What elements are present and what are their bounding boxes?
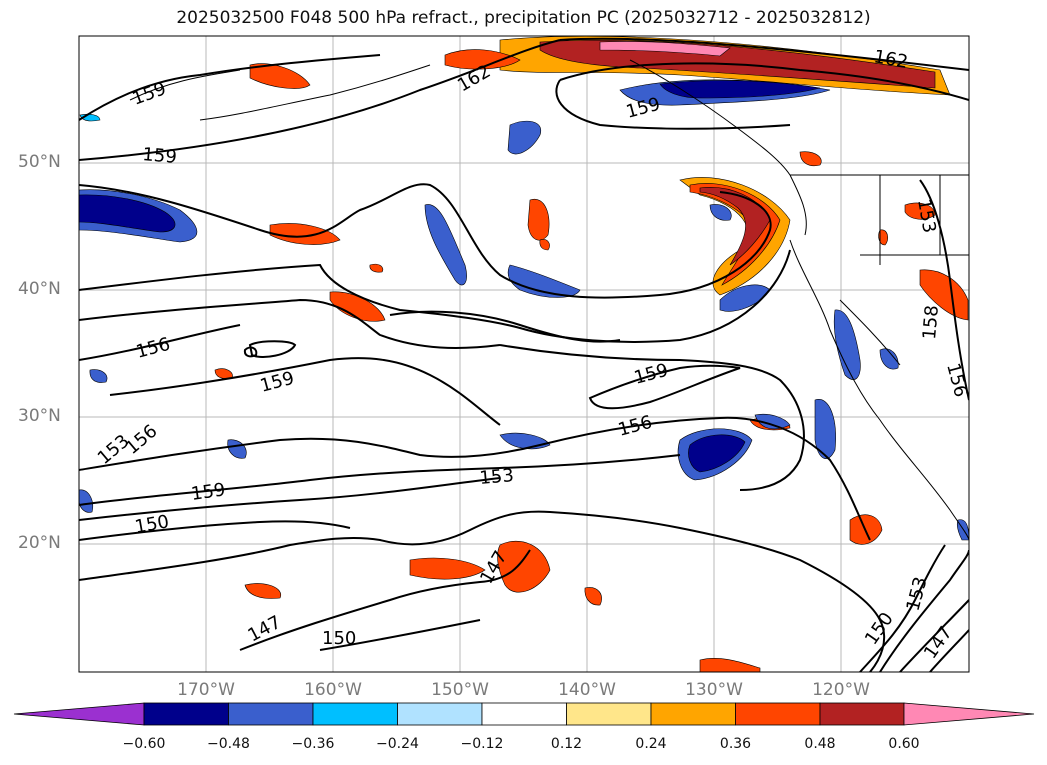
lon-label-120w: 120°W — [812, 680, 870, 700]
precip-negative — [79, 79, 969, 541]
contour-label: 159 — [130, 78, 169, 109]
colorbar — [13, 702, 1035, 726]
contour-label: 158 — [919, 304, 943, 340]
colorbar-tick: −0.24 — [376, 736, 419, 752]
contour-label: 153 — [913, 197, 940, 234]
colorbar-swatch — [143, 702, 229, 726]
figure-title: 2025032500 F048 500 hPa refract., precip… — [176, 8, 871, 28]
colorbar-swatch — [312, 702, 398, 726]
lon-label-150w: 150°W — [431, 680, 489, 700]
contour-label: 153 — [479, 465, 515, 489]
lat-label-40n: 40°N — [18, 279, 61, 299]
colorbar-tick: −0.36 — [291, 736, 335, 752]
colorbar-tick: −0.48 — [207, 736, 250, 752]
colorbar-swatch — [819, 702, 905, 726]
lat-label-20n: 20°N — [18, 533, 61, 553]
map-frame — [78, 35, 970, 673]
lon-label-170w: 170°W — [177, 680, 235, 700]
colorbar-swatch — [650, 702, 736, 726]
contour-label: 159 — [142, 144, 178, 168]
contour-label: 150 — [322, 628, 356, 649]
colorbar-swatch — [228, 702, 314, 726]
lat-label-30n: 30°N — [18, 406, 61, 426]
contour-label: 150 — [133, 511, 170, 538]
coastlines — [129, 59, 969, 541]
lon-label-140w: 140°W — [558, 680, 616, 700]
colorbar-extend-high — [903, 702, 1035, 726]
contour-label: 159 — [632, 360, 671, 389]
refractivity-contours — [79, 37, 969, 672]
lon-label-160w: 160°W — [304, 680, 362, 700]
colorbar-tick: 0.36 — [719, 736, 752, 752]
lat-label-50n: 50°N — [18, 152, 61, 172]
lon-label-130w: 130°W — [685, 680, 743, 700]
contour-label: 156 — [134, 334, 173, 363]
map-content — [79, 36, 969, 672]
contour-label: 156 — [122, 421, 162, 459]
contour-label: 147 — [920, 623, 957, 663]
colorbar-tick: 0.12 — [550, 736, 583, 752]
colorbar-tick: 0.48 — [804, 736, 836, 752]
colorbar-tick: −0.60 — [122, 736, 166, 752]
colorbar-swatch — [566, 702, 652, 726]
contour-label: 156 — [942, 361, 971, 400]
contour-label: 159 — [190, 479, 227, 505]
colorbar-extend-low — [13, 702, 145, 726]
colorbar-swatch — [735, 702, 821, 726]
colorbar-tick: −0.12 — [460, 736, 504, 752]
colorbar-tick: 0.24 — [635, 736, 667, 752]
contour-label: 150 — [861, 609, 898, 649]
colorbar-tick: 0.60 — [888, 736, 920, 752]
colorbar-swatch — [397, 702, 483, 726]
colorbar-swatch — [481, 702, 567, 726]
contour-label: 156 — [616, 412, 655, 441]
contour-label: 159 — [624, 94, 663, 123]
